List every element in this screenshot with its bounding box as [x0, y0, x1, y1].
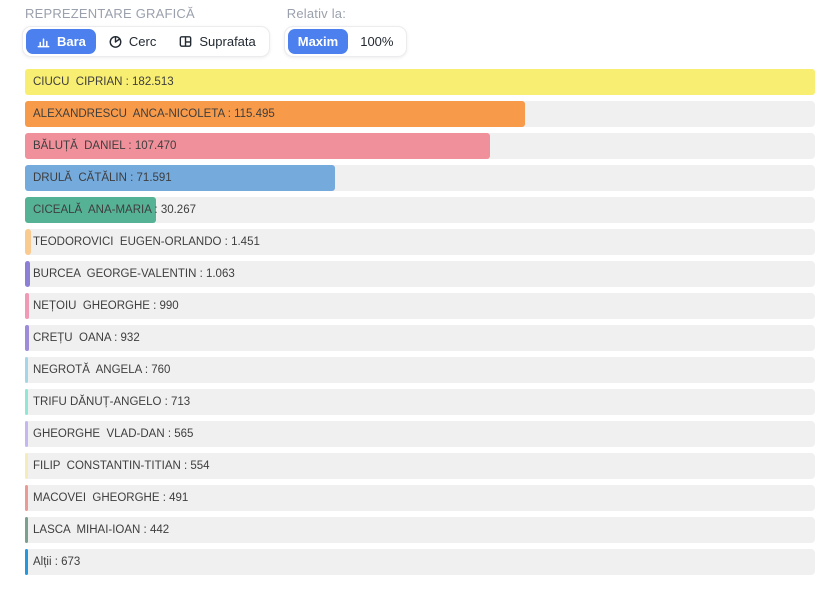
bar-track	[25, 485, 815, 511]
bar-fill[interactable]	[25, 357, 29, 383]
bar-label: TRIFU DĂNUȚ-ANGELO : 713	[33, 396, 191, 408]
bar-row: BURCEA GEORGE-VALENTIN : 1.063	[25, 261, 815, 287]
bar-track	[25, 229, 815, 255]
bar-fill[interactable]	[25, 549, 28, 575]
suprafata-button[interactable]: Suprafata	[168, 29, 265, 54]
bar-label: BĂLUȚĂ DANIEL : 107.470	[33, 140, 177, 152]
relative-card: Maxim 100%	[283, 26, 408, 57]
bar-row: FILIP CONSTANTIN-TITIAN : 554	[25, 453, 815, 479]
percent-100-button-label: 100%	[360, 34, 394, 49]
bar-row: NEGROTĂ ANGELA : 760	[25, 357, 815, 383]
bar-label: MACOVEI GHEORGHE : 491	[33, 492, 189, 504]
bar-row: NEȚOIU GHEORGHE : 990	[25, 293, 815, 319]
bar-label: CICEALĂ ANA-MARIA : 30.267	[33, 204, 196, 216]
bar-row: CIUCU CIPRIAN : 182.513	[25, 69, 815, 95]
page-title: REPREZENTARE GRAFICĂ	[25, 6, 195, 21]
bar-track	[25, 69, 815, 95]
relative-label: Relativ la:	[286, 6, 347, 21]
bar-fill[interactable]	[25, 261, 30, 287]
bar-track	[25, 421, 815, 447]
maxim-button[interactable]: Maxim	[287, 29, 349, 54]
cerc-button-label: Cerc	[128, 34, 157, 49]
bar-fill[interactable]	[25, 485, 28, 511]
bar-track	[25, 549, 815, 575]
bar-row: DRULĂ CĂTĂLIN : 71.591	[25, 165, 815, 191]
bar-label: NEGROTĂ ANGELA : 760	[33, 364, 171, 376]
bar-track	[25, 293, 815, 319]
cerc-button[interactable]: Cerc	[98, 29, 166, 54]
bar-fill[interactable]	[25, 293, 30, 319]
bar-label: CIUCU CIPRIAN : 182.513	[33, 76, 174, 88]
bar-track	[25, 325, 815, 351]
bar-label: BURCEA GEORGE-VALENTIN : 1.063	[33, 268, 235, 280]
bar-label: Alții : 673	[33, 556, 81, 568]
maxim-button-label: Maxim	[297, 34, 339, 49]
toolbar: REPREZENTARE GRAFICĂ Bara	[0, 0, 826, 57]
bar-fill[interactable]	[25, 421, 28, 447]
bar-row: BĂLUȚĂ DANIEL : 107.470	[25, 133, 815, 159]
chart-page: REPREZENTARE GRAFICĂ Bara	[0, 0, 826, 575]
bar-label: GHEORGHE VLAD-DAN : 565	[33, 428, 194, 440]
suprafata-button-label: Suprafata	[199, 34, 256, 49]
bar-label: FILIP CONSTANTIN-TITIAN : 554	[33, 460, 210, 472]
bara-button[interactable]: Bara	[26, 29, 96, 54]
bar-row: LASCA MIHAI-IOAN : 442	[25, 517, 815, 543]
bar-fill[interactable]	[25, 389, 29, 415]
bar-track	[25, 133, 815, 159]
bar-row: TEODOROVICI EUGEN-ORLANDO : 1.451	[25, 229, 815, 255]
bar-track	[25, 197, 815, 223]
bar-row: TRIFU DĂNUȚ-ANGELO : 713	[25, 389, 815, 415]
relative-group: Relativ la: Maxim 100%	[283, 6, 408, 57]
bar-row: Alții : 673	[25, 549, 815, 575]
bar-fill[interactable]	[25, 229, 32, 255]
bar-track	[25, 453, 815, 479]
bar-fill[interactable]	[25, 69, 815, 95]
bar-row: CREȚU OANA : 932	[25, 325, 815, 351]
bar-fill[interactable]	[25, 197, 156, 223]
bar-fill[interactable]	[25, 101, 525, 127]
bar-row: GHEORGHE VLAD-DAN : 565	[25, 421, 815, 447]
bar-fill[interactable]	[25, 165, 335, 191]
bar-label: CREȚU OANA : 932	[33, 332, 140, 344]
bar-track	[25, 165, 815, 191]
chart-type-card: Bara Cerc	[22, 26, 270, 57]
bar-label: LASCA MIHAI-IOAN : 442	[33, 524, 170, 536]
chart-type-group: REPREZENTARE GRAFICĂ Bara	[22, 6, 270, 57]
bar-fill[interactable]	[25, 453, 28, 479]
bar-fill[interactable]	[25, 325, 30, 351]
bar-row: MACOVEI GHEORGHE : 491	[25, 485, 815, 511]
treemap-icon	[178, 34, 193, 49]
bar-track	[25, 261, 815, 287]
percent-100-button[interactable]: 100%	[350, 29, 403, 54]
bar-track	[25, 517, 815, 543]
bar-label: ALEXANDRESCU ANCA-NICOLETA : 115.495	[33, 108, 275, 120]
pie-chart-icon	[108, 34, 123, 49]
bar-label: NEȚOIU GHEORGHE : 990	[33, 300, 179, 312]
bar-label: DRULĂ CĂTĂLIN : 71.591	[33, 172, 172, 184]
bar-track	[25, 101, 815, 127]
bar-fill[interactable]	[25, 517, 28, 543]
bar-fill[interactable]	[25, 133, 491, 159]
bar-chart: CIUCU CIPRIAN : 182.513 ALEXANDRESCU ANCA…	[25, 69, 815, 575]
bar-track	[25, 389, 815, 415]
bar-chart-icon	[36, 34, 51, 49]
bar-label: TEODOROVICI EUGEN-ORLANDO : 1.451	[33, 236, 260, 248]
bara-button-label: Bara	[57, 34, 86, 49]
bar-row: CICEALĂ ANA-MARIA : 30.267	[25, 197, 815, 223]
bar-track	[25, 357, 815, 383]
bar-row: ALEXANDRESCU ANCA-NICOLETA : 115.495	[25, 101, 815, 127]
